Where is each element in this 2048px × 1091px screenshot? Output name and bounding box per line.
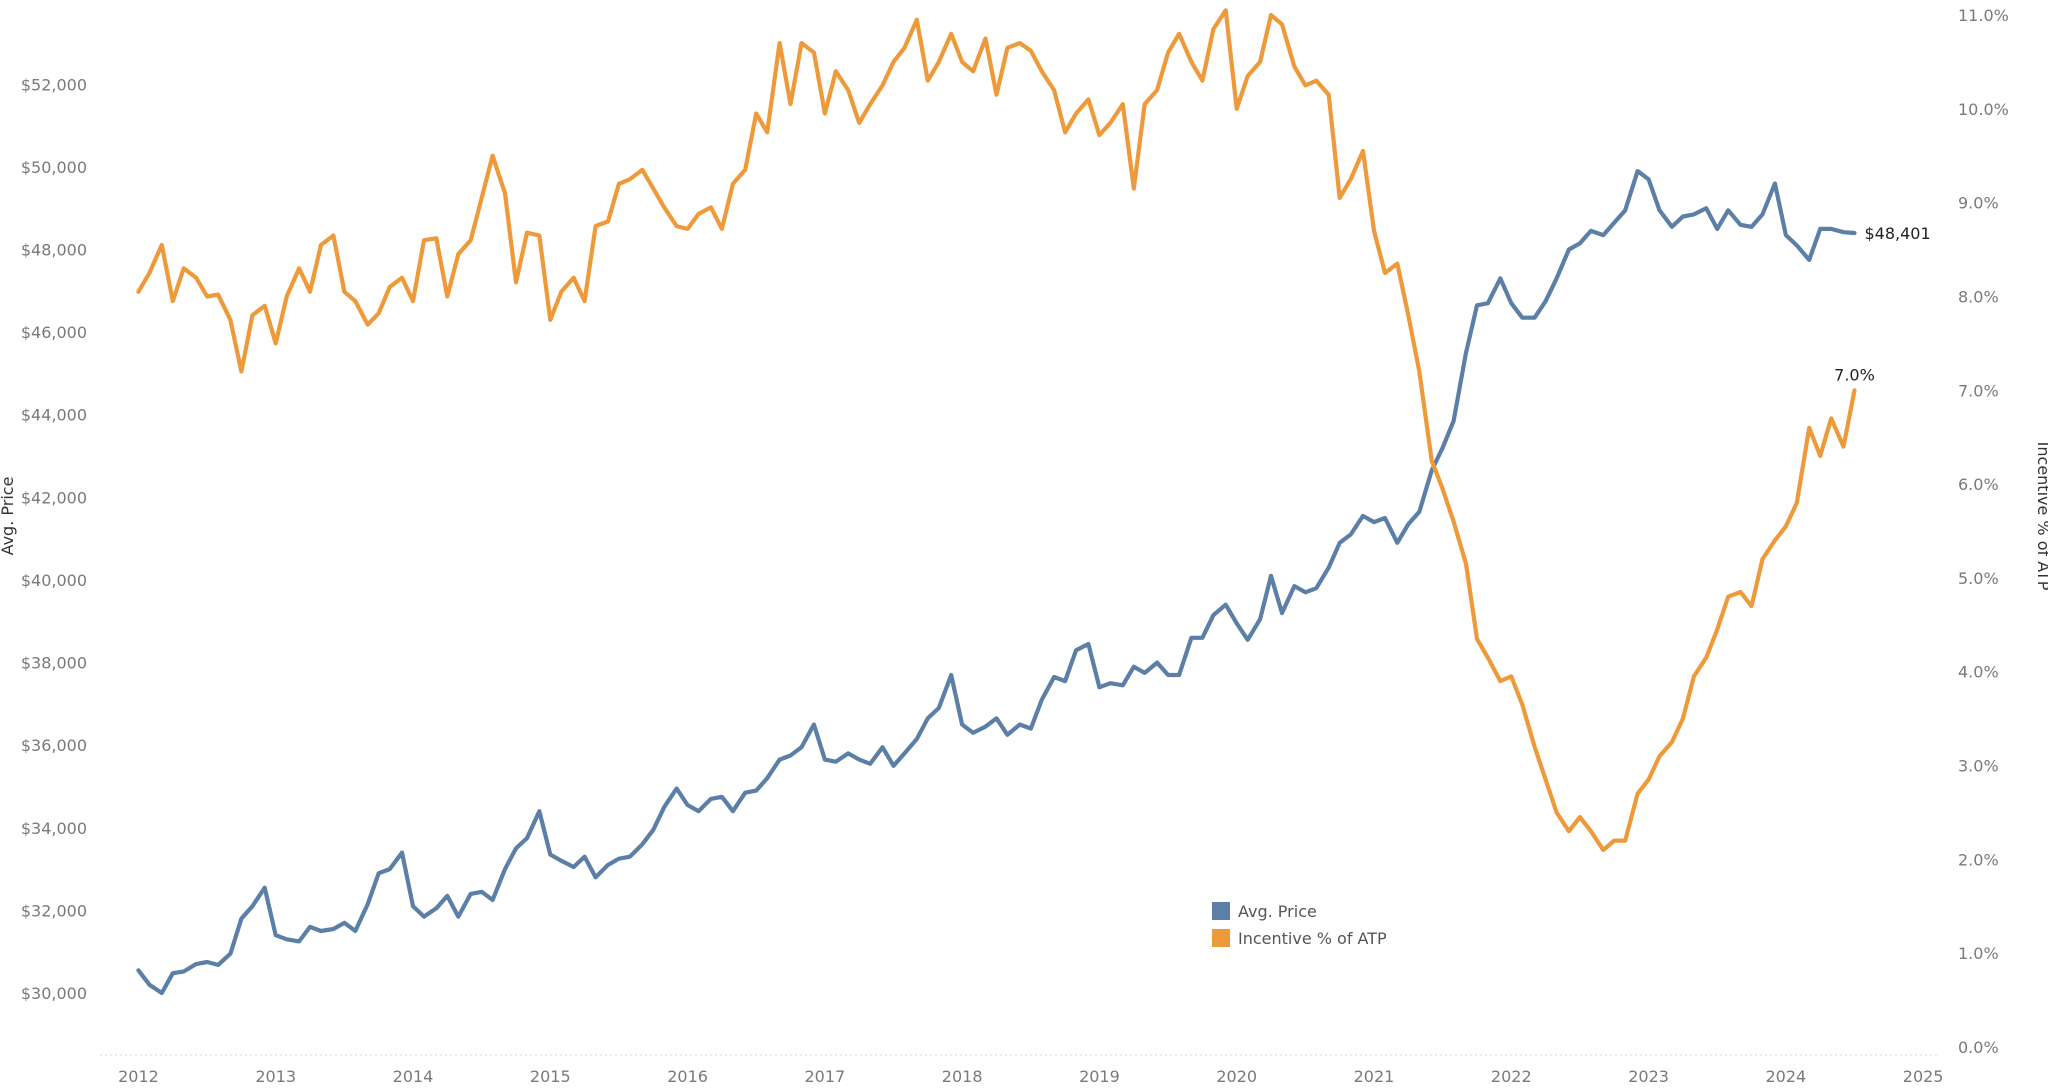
legend-label-incentive: Incentive % of ATP (1238, 929, 1387, 948)
y-axis-right-ticks: 0.0% 1.0% 2.0% 3.0% 4.0% 5.0% 6.0% 7.0% 8.0% 9.0%… (1958, 6, 2009, 1057)
y-left-tick-label: $46,000 (21, 323, 87, 342)
series-line-avg-price (136, 169, 1857, 996)
y-axis-left-title: Avg. Price (0, 477, 17, 556)
y-right-tick-label: 0.0% (1958, 1038, 1999, 1057)
y-left-tick-label: $30,000 (21, 984, 87, 1003)
x-tick-label: 2025 (1903, 1067, 1944, 1086)
y-left-tick-label: $34,000 (21, 819, 87, 838)
y-axis-right-title: Incentive % of ATP (2034, 442, 2048, 591)
x-tick-label: 2023 (1628, 1067, 1669, 1086)
x-tick-label: 2014 (393, 1067, 434, 1086)
series-line-incentive (136, 8, 1857, 853)
x-tick-label: 2020 (1216, 1067, 1257, 1086)
y-left-tick-label: $36,000 (21, 736, 87, 755)
x-tick-label: 2021 (1354, 1067, 1395, 1086)
x-axis: 2012 2013 2014 2015 2016 2017 2018 2019 2020 2021… (100, 1054, 1943, 1086)
x-tick-label: 2019 (1079, 1067, 1120, 1086)
legend: Avg. Price Incentive % of ATP (1212, 902, 1387, 948)
x-tick-label: 2015 (530, 1067, 571, 1086)
x-tick-label: 2018 (942, 1067, 983, 1086)
series-layer: $48,401 7.0% (136, 8, 1931, 996)
y-right-tick-label: 2.0% (1958, 850, 1999, 869)
x-axis-ticks: 2012 2013 2014 2015 2016 2017 2018 2019 2020 2021… (118, 1067, 1943, 1086)
y-right-tick-label: 9.0% (1958, 194, 1999, 213)
legend-label-avg-price: Avg. Price (1238, 902, 1317, 921)
y-right-tick-label: 6.0% (1958, 475, 1999, 494)
y-right-tick-label: 5.0% (1958, 569, 1999, 588)
end-label-avg-price: $48,401 (1864, 224, 1930, 243)
y-left-tick-label: $52,000 (21, 75, 87, 94)
y-right-tick-label: 10.0% (1958, 100, 2009, 119)
y-right-tick-label: 1.0% (1958, 944, 1999, 963)
y-left-tick-label: $38,000 (21, 654, 87, 673)
y-right-tick-label: 8.0% (1958, 287, 1999, 306)
y-left-tick-label: $32,000 (21, 901, 87, 920)
y-left-tick-label: $50,000 (21, 158, 87, 177)
x-tick-label: 2017 (805, 1067, 846, 1086)
x-tick-label: 2013 (255, 1067, 296, 1086)
y-right-tick-label: 7.0% (1958, 381, 1999, 400)
y-axis-left-ticks: $30,000 $32,000 $34,000 $36,000 $38,000 $40,0… (21, 75, 87, 1003)
y-left-tick-label: $42,000 (21, 488, 87, 507)
legend-swatch-avg-price (1212, 902, 1230, 920)
legend-swatch-incentive (1212, 929, 1230, 947)
y-left-tick-label: $40,000 (21, 571, 87, 590)
y-left-tick-label: $44,000 (21, 406, 87, 425)
x-tick-label: 2024 (1765, 1067, 1806, 1086)
x-tick-label: 2012 (118, 1067, 159, 1086)
x-tick-label: 2016 (667, 1067, 708, 1086)
end-label-incentive: 7.0% (1834, 365, 1875, 384)
y-right-tick-label: 3.0% (1958, 757, 1999, 776)
y-left-tick-label: $48,000 (21, 241, 87, 260)
y-right-tick-label: 11.0% (1958, 6, 2009, 25)
x-tick-label: 2022 (1491, 1067, 1532, 1086)
y-right-tick-label: 4.0% (1958, 663, 1999, 682)
